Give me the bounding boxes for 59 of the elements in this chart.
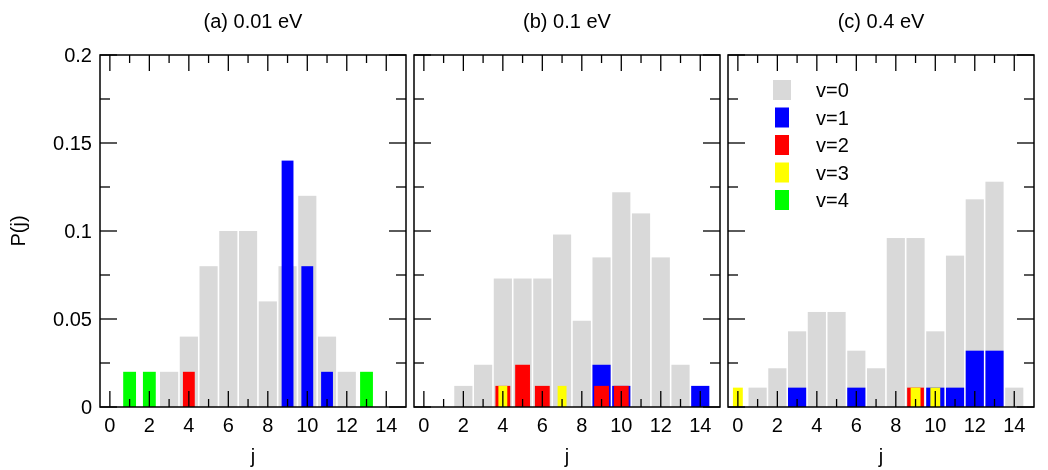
bar: [866, 368, 886, 407]
bar: [301, 266, 314, 407]
bar: [281, 160, 294, 407]
x-tick-label: 4: [183, 414, 195, 436]
x-tick-label: 6: [850, 414, 862, 436]
x-axis-title: j: [249, 445, 256, 467]
bar: [515, 364, 530, 407]
y-tick-label: 0: [80, 396, 92, 418]
x-tick-label: 8: [262, 414, 274, 436]
bar: [594, 385, 609, 407]
bar: [337, 371, 356, 407]
bar: [360, 371, 373, 407]
x-tick-label: 6: [222, 414, 234, 436]
x-tick-label: 12: [963, 414, 986, 436]
x-tick-label: 0: [418, 414, 430, 436]
bar: [238, 231, 258, 407]
x-tick-label: 2: [457, 414, 469, 436]
chart-title: (c) 0.4 eV: [837, 10, 926, 32]
x-tick-label: 2: [143, 414, 155, 436]
x-tick-label: 10: [296, 414, 319, 436]
legend-label: v=4: [816, 189, 849, 211]
x-axis-title: j: [877, 445, 884, 467]
x-tick-label: 6: [536, 414, 548, 436]
bar: [123, 371, 137, 407]
bar: [474, 364, 493, 407]
x-tick-label: 14: [1003, 414, 1026, 436]
x-tick-label: 14: [689, 414, 712, 436]
bar: [534, 385, 550, 407]
x-tick-label: 10: [610, 414, 633, 436]
x-tick-label: 4: [811, 414, 823, 436]
x-tick-label: 14: [375, 414, 398, 436]
bar: [631, 213, 651, 407]
x-tick-label: 12: [649, 414, 672, 436]
x-tick-label: 12: [335, 414, 358, 436]
y-tick-label: 0.15: [53, 132, 92, 154]
x-tick-label: 8: [576, 414, 588, 436]
x-tick-label: 10: [924, 414, 947, 436]
x-tick-label: 4: [497, 414, 509, 436]
bar: [160, 371, 179, 407]
y-tick-label: 0.05: [53, 308, 92, 330]
y-tick-label: 0.2: [64, 44, 92, 66]
bar: [142, 371, 156, 407]
bar: [321, 371, 333, 407]
legend-label: v=2: [816, 134, 849, 156]
x-tick-label: 8: [890, 414, 902, 436]
chart-title: (b) 0.1 eV: [523, 10, 612, 32]
legend-label: v=3: [816, 161, 849, 184]
x-axis-title: j: [563, 445, 570, 467]
x-tick-label: 2: [771, 414, 783, 436]
bar: [552, 234, 572, 407]
y-axis-title: P(j): [7, 215, 29, 247]
bar: [182, 371, 195, 407]
y-tick-label: 0.1: [64, 220, 92, 242]
chart-title: (a) 0.01 eV: [203, 10, 304, 32]
bar: [454, 385, 473, 407]
legend-label: v=1: [816, 106, 849, 129]
legend-label: v=0: [816, 79, 849, 101]
x-tick-label: 0: [104, 414, 116, 436]
x-tick-label: 0: [732, 414, 744, 436]
